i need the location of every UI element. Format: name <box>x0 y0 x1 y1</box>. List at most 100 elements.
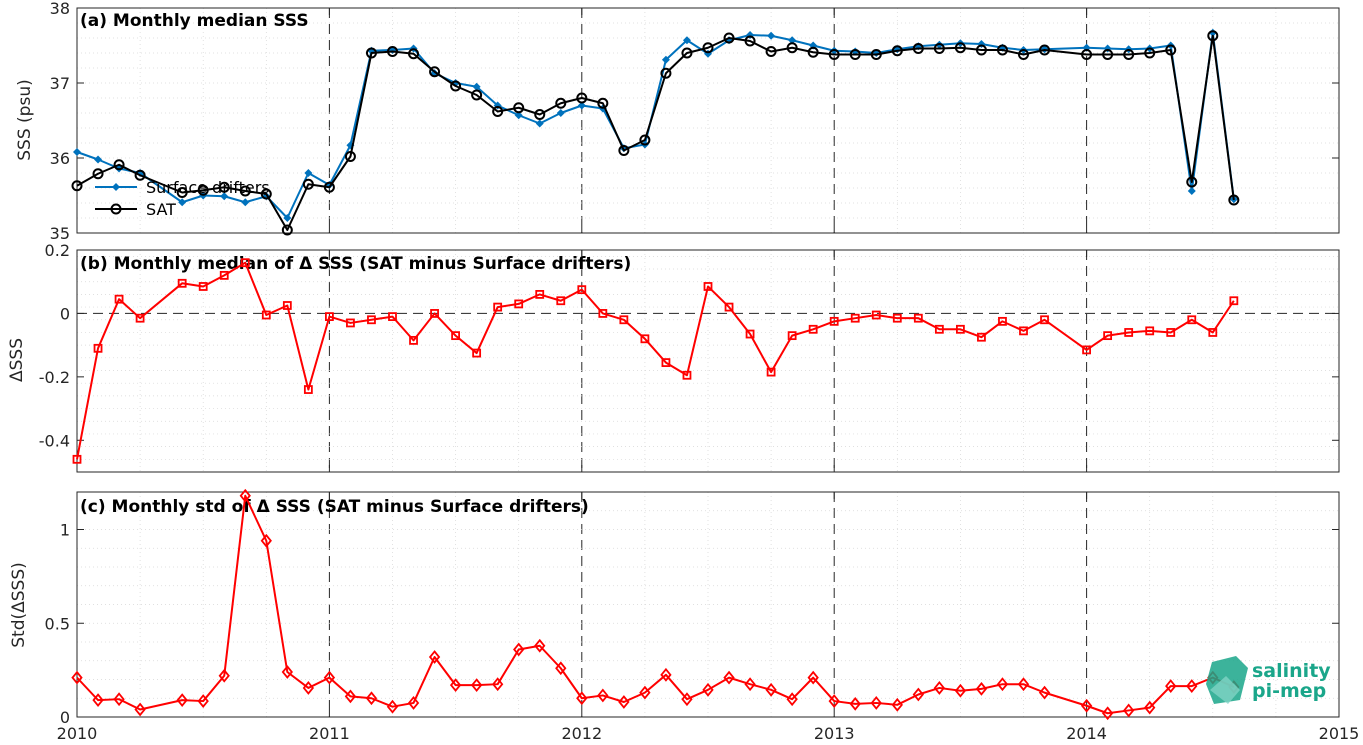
data-point <box>324 312 334 322</box>
legend-label-surface-drifters: Surface drifters <box>146 178 270 197</box>
data-point <box>177 278 187 288</box>
data-point <box>1039 44 1051 56</box>
data-point <box>912 687 924 702</box>
data-point <box>870 49 882 60</box>
panel-1-axes-box <box>76 249 1340 473</box>
data-point <box>703 282 713 291</box>
salinity-pi-mep-logo: salinity pi-mep <box>1206 656 1331 704</box>
data-point <box>492 677 504 692</box>
data-point <box>1208 328 1218 337</box>
data-point <box>576 691 588 706</box>
data-point <box>555 97 567 109</box>
logo-text-salinity: salinity <box>1252 660 1331 682</box>
legend-marker-sat <box>110 203 122 215</box>
data-point <box>1082 345 1091 355</box>
data-point <box>323 181 335 193</box>
x-tick-label: 2012 <box>561 724 602 743</box>
data-point <box>954 683 967 698</box>
panel-1-grid <box>77 250 1339 472</box>
data-point <box>1186 176 1198 188</box>
data-point <box>996 44 1008 56</box>
data-point <box>1229 296 1239 306</box>
panel-b-median-delta: (b) Monthly median of Δ SSS (SAT minus S… <box>7 241 1340 473</box>
data-point <box>913 313 923 323</box>
data-point <box>344 689 357 704</box>
data-point <box>891 45 903 57</box>
data-point <box>597 97 609 109</box>
y-tick-label: 0 <box>60 304 70 323</box>
data-point <box>849 696 861 711</box>
data-point <box>261 310 271 320</box>
data-point <box>934 324 944 334</box>
data-point <box>744 35 756 47</box>
data-point <box>386 699 399 714</box>
legend-label-sat: SAT <box>146 200 176 219</box>
data-point <box>1145 326 1155 336</box>
data-point <box>788 36 797 45</box>
data-point <box>787 331 797 341</box>
data-point <box>1018 49 1029 60</box>
data-point <box>513 102 525 114</box>
data-point <box>94 155 103 164</box>
data-point <box>597 688 609 703</box>
data-point <box>618 145 630 156</box>
data-point <box>472 82 481 91</box>
data-point <box>72 454 82 464</box>
data-point <box>619 315 629 325</box>
data-point <box>807 46 819 58</box>
data-point <box>218 181 230 193</box>
data-point <box>114 294 124 304</box>
data-point <box>514 111 523 120</box>
data-point <box>765 46 777 57</box>
data-point <box>933 43 945 54</box>
data-point <box>1103 331 1113 341</box>
data-point <box>492 106 504 117</box>
data-point <box>598 309 608 318</box>
data-point <box>1165 44 1177 56</box>
data-point <box>975 681 988 696</box>
data-point <box>534 109 546 120</box>
data-point <box>912 43 924 54</box>
y-tick-label: 38 <box>50 0 70 18</box>
data-point <box>428 650 441 664</box>
data-point <box>135 313 145 323</box>
data-point <box>1123 703 1135 718</box>
y-tick-label: 0.5 <box>45 614 70 633</box>
x-tick-label: 2014 <box>1066 724 1107 743</box>
data-point <box>1186 679 1198 693</box>
data-point <box>344 151 356 162</box>
panel-a-title: (a) Monthly median SSS <box>80 11 309 31</box>
data-point <box>723 670 735 685</box>
data-point <box>281 665 293 679</box>
data-point <box>197 694 209 708</box>
panel-c-ylabel: Std(ΔSSS) <box>9 562 29 648</box>
data-point <box>323 670 336 685</box>
data-point <box>1124 328 1134 337</box>
data-point <box>891 697 903 712</box>
data-point <box>1166 328 1176 337</box>
panel-b-title: (b) Monthly median of Δ SSS (SAT minus S… <box>80 254 631 274</box>
data-point <box>92 693 104 708</box>
data-point <box>639 134 651 146</box>
data-point <box>302 178 314 190</box>
data-point <box>470 678 483 693</box>
data-point <box>408 48 420 60</box>
data-point <box>786 692 798 707</box>
data-point <box>956 324 965 334</box>
data-point <box>239 185 251 197</box>
data-point <box>240 258 250 268</box>
data-point <box>430 309 439 318</box>
data-point <box>1144 47 1156 59</box>
data-point <box>73 148 81 156</box>
y-tick-label: 0 <box>60 708 70 727</box>
data-point <box>134 702 146 717</box>
panel-a-ylabel: SSS (psu) <box>15 79 35 160</box>
data-point <box>555 661 567 676</box>
data-point <box>71 180 83 192</box>
data-point <box>639 685 651 700</box>
data-point <box>1228 194 1240 206</box>
data-point <box>514 299 524 309</box>
data-point <box>1165 679 1177 693</box>
data-point <box>260 188 272 200</box>
panel-b-ylabel: ΔSSS <box>7 338 27 382</box>
